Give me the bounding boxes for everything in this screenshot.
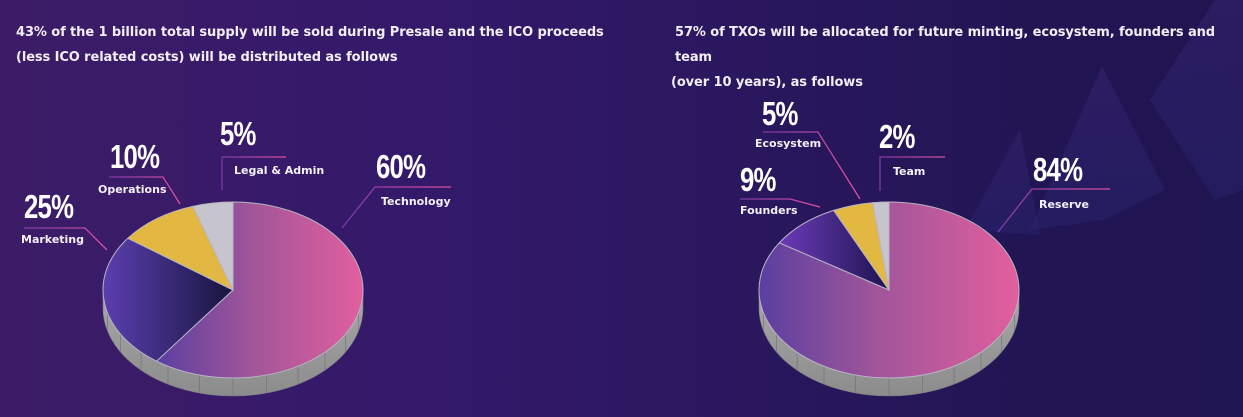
leader-line-founders — [740, 198, 821, 208]
value-label-technology: 60% — [376, 148, 426, 185]
pyramid-shape — [1150, 0, 1243, 200]
pie-slice-technology — [155, 201, 364, 379]
value-label-founders: 9% — [740, 161, 776, 198]
leader-line-technology — [341, 186, 451, 229]
leader-line-legal-admin — [221, 156, 286, 190]
left-heading-line-1: 43% of the 1 billion total supply will b… — [16, 25, 604, 40]
leader-line-ecosystem — [763, 131, 861, 200]
pyramid-shape — [965, 130, 1040, 235]
value-label-marketing: 25% — [24, 188, 74, 225]
right-pie-chart — [758, 201, 1020, 397]
slice-label-marketing: Marketing — [21, 233, 85, 246]
leader-line-reserve — [997, 188, 1110, 233]
pie-slice-reserve — [758, 201, 1020, 379]
leader-line-marketing — [24, 227, 108, 251]
slice-label-ecosystem: Ecosystem — [755, 137, 822, 150]
pie-slice-team — [872, 201, 890, 291]
value-label-team: 2% — [879, 118, 915, 155]
slice-label-founders: Founders — [740, 204, 798, 217]
value-label-operations: 10% — [110, 138, 160, 175]
pie-slice-marketing — [102, 237, 234, 362]
slice-label-legal-admin: Legal & Admin — [234, 164, 325, 177]
left-heading-line-2: (less ICO related costs) will be distrib… — [16, 50, 398, 65]
leader-line-operations — [109, 176, 181, 205]
leader-line-team — [879, 156, 945, 191]
leader-lines — [24, 131, 1110, 251]
right-chart-heading: 57% of TXOs will be allocated for future… — [671, 20, 1243, 95]
pie-slice-legal-admin — [192, 201, 234, 291]
left-chart-heading: 43% of the 1 billion total supply will b… — [16, 20, 604, 70]
value-label-legal-admin: 5% — [220, 115, 256, 152]
left-pie-chart — [102, 201, 364, 397]
pie-slice-operations — [126, 205, 235, 292]
slice-label-team: Team — [893, 165, 926, 178]
slice-label-operations: Operations — [98, 183, 167, 196]
value-label-reserve: 84% — [1033, 151, 1083, 188]
right-heading-line-1: 57% of TXOs will be allocated for future… — [675, 25, 1215, 65]
slice-label-reserve: Reserve — [1039, 198, 1089, 211]
value-label-ecosystem: 5% — [762, 95, 798, 132]
slice-label-technology: Technology — [381, 195, 451, 208]
right-heading-line-2: (over 10 years), as follows — [671, 75, 863, 90]
